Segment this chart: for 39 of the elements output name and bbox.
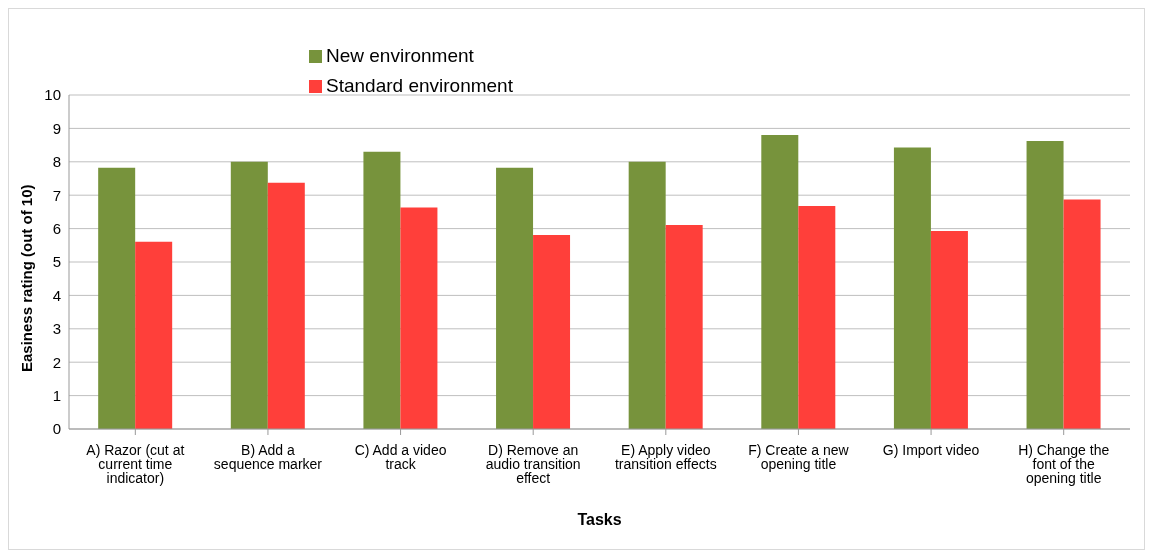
y-tick-label: 3 <box>52 320 61 338</box>
bar <box>1026 141 1064 429</box>
bar <box>665 224 703 429</box>
bar <box>533 234 571 429</box>
x-tick-label: F) Create a new opening title <box>748 441 850 472</box>
y-tick-label: 8 <box>52 153 61 171</box>
x-tick-label: A) Razor (cut at current time indicator) <box>86 441 185 486</box>
x-tick-label: E) Apply video transition effects <box>614 441 717 472</box>
bar <box>230 161 268 429</box>
y-tick-label: 5 <box>52 253 61 271</box>
y-tick-label: 9 <box>52 119 61 137</box>
y-tick-label: 7 <box>52 186 61 204</box>
bar <box>267 182 305 429</box>
x-tick-label: C) Add a video track <box>354 441 447 472</box>
y-tick-label: 4 <box>52 286 61 304</box>
bar <box>930 230 968 429</box>
bar <box>798 205 836 429</box>
x-tick-label: H) Change the font of the opening title <box>1018 441 1110 486</box>
bar <box>363 151 401 429</box>
y-tick-label: 10 <box>44 86 61 104</box>
y-axis-title: Easiness rating (out of 10) <box>18 184 36 372</box>
bar <box>761 135 799 429</box>
y-tick-label: 0 <box>52 420 61 438</box>
x-tick-label: D) Remove an audio transition effect <box>485 441 581 486</box>
bar <box>1063 199 1101 429</box>
bar <box>496 167 534 429</box>
bar <box>628 161 666 429</box>
bar <box>400 207 438 429</box>
y-tick-label: 1 <box>52 386 61 404</box>
y-tick-label: 2 <box>52 353 61 371</box>
bar <box>893 147 931 429</box>
legend-label: New environment <box>326 45 474 66</box>
bar <box>98 167 136 429</box>
x-tick-label: B) Add a sequence marker <box>213 441 323 472</box>
x-tick-label: G) Import video <box>882 441 980 458</box>
bar <box>135 241 173 429</box>
x-axis-title: Tasks <box>577 511 622 528</box>
legend-label: Standard environment <box>326 75 513 96</box>
y-tick-label: 6 <box>52 219 61 237</box>
